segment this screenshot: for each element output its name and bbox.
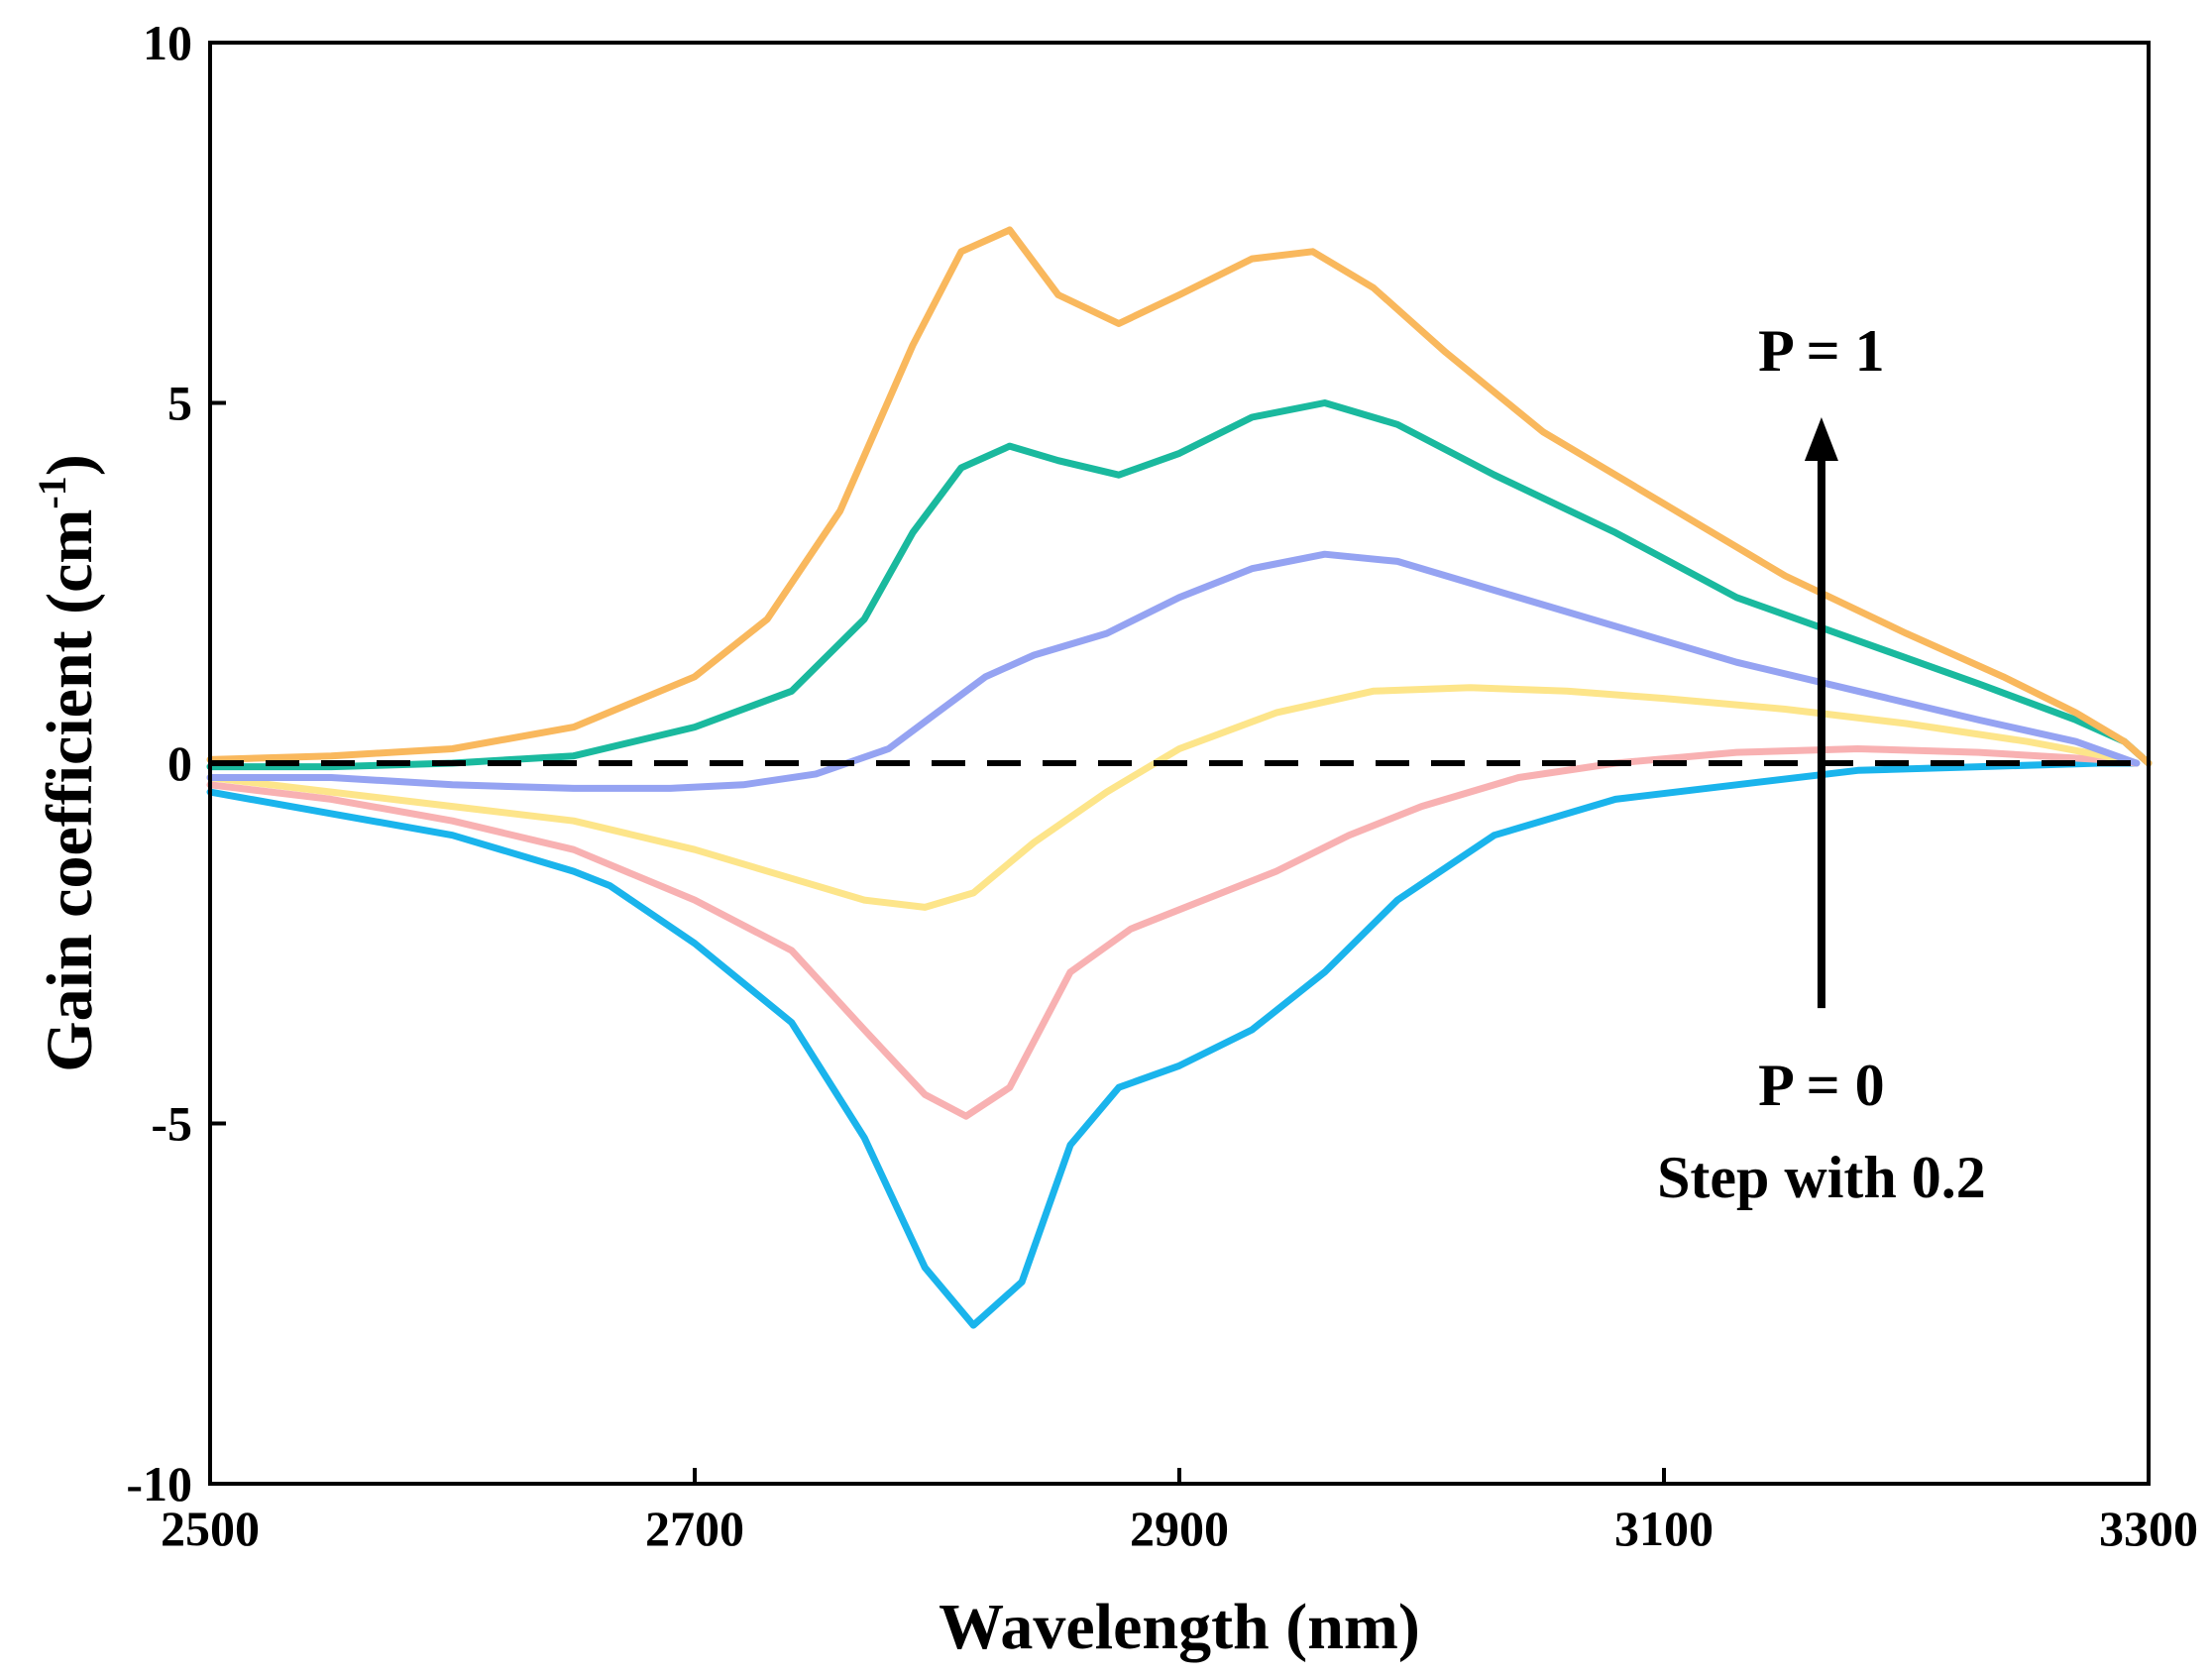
y-tick-label: 5 bbox=[167, 376, 192, 431]
x-tick-label: 3100 bbox=[1614, 1501, 1714, 1556]
series-line-0 bbox=[206, 759, 2141, 1329]
y-axis-title-superscript: -1 bbox=[30, 476, 74, 508]
x-tick-label: 2500 bbox=[161, 1501, 260, 1556]
y-axis-title: Gain coefficient (cm-1) bbox=[30, 454, 106, 1071]
tick-layer: 2500 2700 2900 3100 3300 -10 -5 0 5 10 bbox=[126, 15, 2198, 1556]
annotation-p-equals-0: P = 0 bbox=[1758, 1053, 1885, 1118]
x-tick-label: 3300 bbox=[2099, 1501, 2198, 1556]
annotation-p-equals-1: P = 1 bbox=[1758, 318, 1885, 384]
x-tick-label: 2900 bbox=[1130, 1501, 1229, 1556]
x-axis-title: Wavelength (nm) bbox=[939, 1591, 1420, 1663]
series-line-3 bbox=[206, 550, 2141, 792]
x-tick-label: 2700 bbox=[645, 1501, 744, 1556]
y-axis-title-main: Gain coefficient (cm bbox=[34, 509, 106, 1072]
y-tick-label: -10 bbox=[126, 1456, 192, 1511]
series-line-2 bbox=[206, 684, 2129, 911]
series-layer bbox=[206, 226, 2153, 1329]
series-line-1 bbox=[206, 745, 2141, 1120]
y-tick-label: 0 bbox=[167, 735, 192, 791]
y-tick-label: 10 bbox=[143, 15, 192, 70]
y-tick-label: -5 bbox=[151, 1096, 192, 1152]
annotation-step: Step with 0.2 bbox=[1657, 1145, 1986, 1210]
series-line-4 bbox=[206, 399, 2153, 771]
y-axis-title-close: ) bbox=[34, 454, 106, 476]
series-line-5 bbox=[206, 226, 2153, 767]
arrow-layer bbox=[1804, 417, 1838, 1009]
arrow-head bbox=[1804, 417, 1838, 462]
